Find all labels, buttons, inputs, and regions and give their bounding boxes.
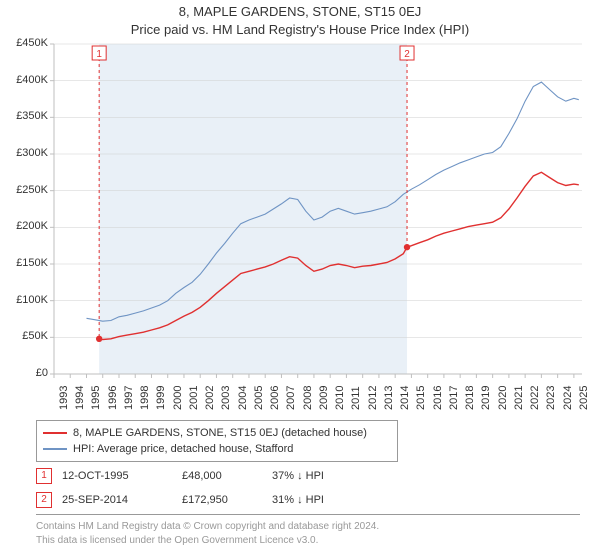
divider [36,514,580,515]
x-tick-label: 2016 [432,386,444,410]
x-tick-label: 1995 [90,386,102,410]
x-tick-label: 2014 [399,386,411,410]
x-tick-label: 2022 [529,386,541,410]
x-tick-label: 1996 [107,386,119,410]
transaction-price: £172,950 [182,494,272,506]
legend-label: HPI: Average price, detached house, Staf… [73,443,293,455]
x-tick-label: 2018 [464,386,476,410]
x-tick-label: 1998 [139,386,151,410]
x-tick-label: 1994 [74,386,86,410]
x-tick-label: 2011 [350,386,362,410]
x-tick-label: 2025 [578,386,590,410]
legend-item: HPI: Average price, detached house, Staf… [43,441,391,457]
y-tick-label: £350K [4,110,48,122]
x-tick-label: 2010 [334,386,346,410]
y-tick-label: £150K [4,257,48,269]
y-tick-label: £400K [4,74,48,86]
x-tick-label: 2006 [269,386,281,410]
x-tick-label: 2024 [562,386,574,410]
x-tick-label: 2008 [302,386,314,410]
y-tick-label: £250K [4,184,48,196]
x-tick-label: 2005 [253,386,265,410]
transaction-pct: 37% ↓ HPI [272,470,392,482]
y-tick-label: £450K [4,37,48,49]
legend-label: 8, MAPLE GARDENS, STONE, ST15 0EJ (detac… [73,427,367,439]
x-tick-label: 2015 [415,386,427,410]
x-tick-label: 2023 [545,386,557,410]
x-tick-label: 2013 [383,386,395,410]
transaction-date: 12-OCT-1995 [62,470,182,482]
price-chart: 12 [0,0,600,440]
x-tick-label: 2003 [220,386,232,410]
transaction-date: 25-SEP-2014 [62,494,182,506]
y-tick-label: £100K [4,294,48,306]
x-tick-label: 2002 [204,386,216,410]
x-tick-label: 2004 [237,386,249,410]
y-tick-label: £50K [4,330,48,342]
x-tick-label: 1997 [123,386,135,410]
x-tick-label: 2019 [480,386,492,410]
transaction-pct: 31% ↓ HPI [272,494,392,506]
y-tick-label: £300K [4,147,48,159]
transaction-price: £48,000 [182,470,272,482]
x-tick-label: 1999 [155,386,167,410]
svg-text:2: 2 [404,49,410,60]
x-tick-label: 2007 [285,386,297,410]
y-tick-label: £200K [4,220,48,232]
x-tick-label: 2009 [318,386,330,410]
x-tick-label: 2017 [448,386,460,410]
legend-item: 8, MAPLE GARDENS, STONE, ST15 0EJ (detac… [43,425,391,441]
svg-text:1: 1 [96,49,102,60]
marker-2-icon: 2 [36,492,52,508]
transaction-row: 1 12-OCT-1995 £48,000 37% ↓ HPI [36,468,392,484]
x-tick-label: 2012 [367,386,379,410]
x-tick-label: 1993 [58,386,70,410]
y-tick-label: £0 [4,367,48,379]
legend: 8, MAPLE GARDENS, STONE, ST15 0EJ (detac… [36,420,398,462]
legend-swatch [43,432,67,434]
transaction-row: 2 25-SEP-2014 £172,950 31% ↓ HPI [36,492,392,508]
footnote-line1: Contains HM Land Registry data © Crown c… [36,520,379,533]
x-tick-label: 2001 [188,386,200,410]
x-tick-label: 2000 [172,386,184,410]
footnote-line2: This data is licensed under the Open Gov… [36,534,318,547]
marker-1-icon: 1 [36,468,52,484]
x-tick-label: 2020 [497,386,509,410]
x-tick-label: 2021 [513,386,525,410]
legend-swatch [43,448,67,450]
